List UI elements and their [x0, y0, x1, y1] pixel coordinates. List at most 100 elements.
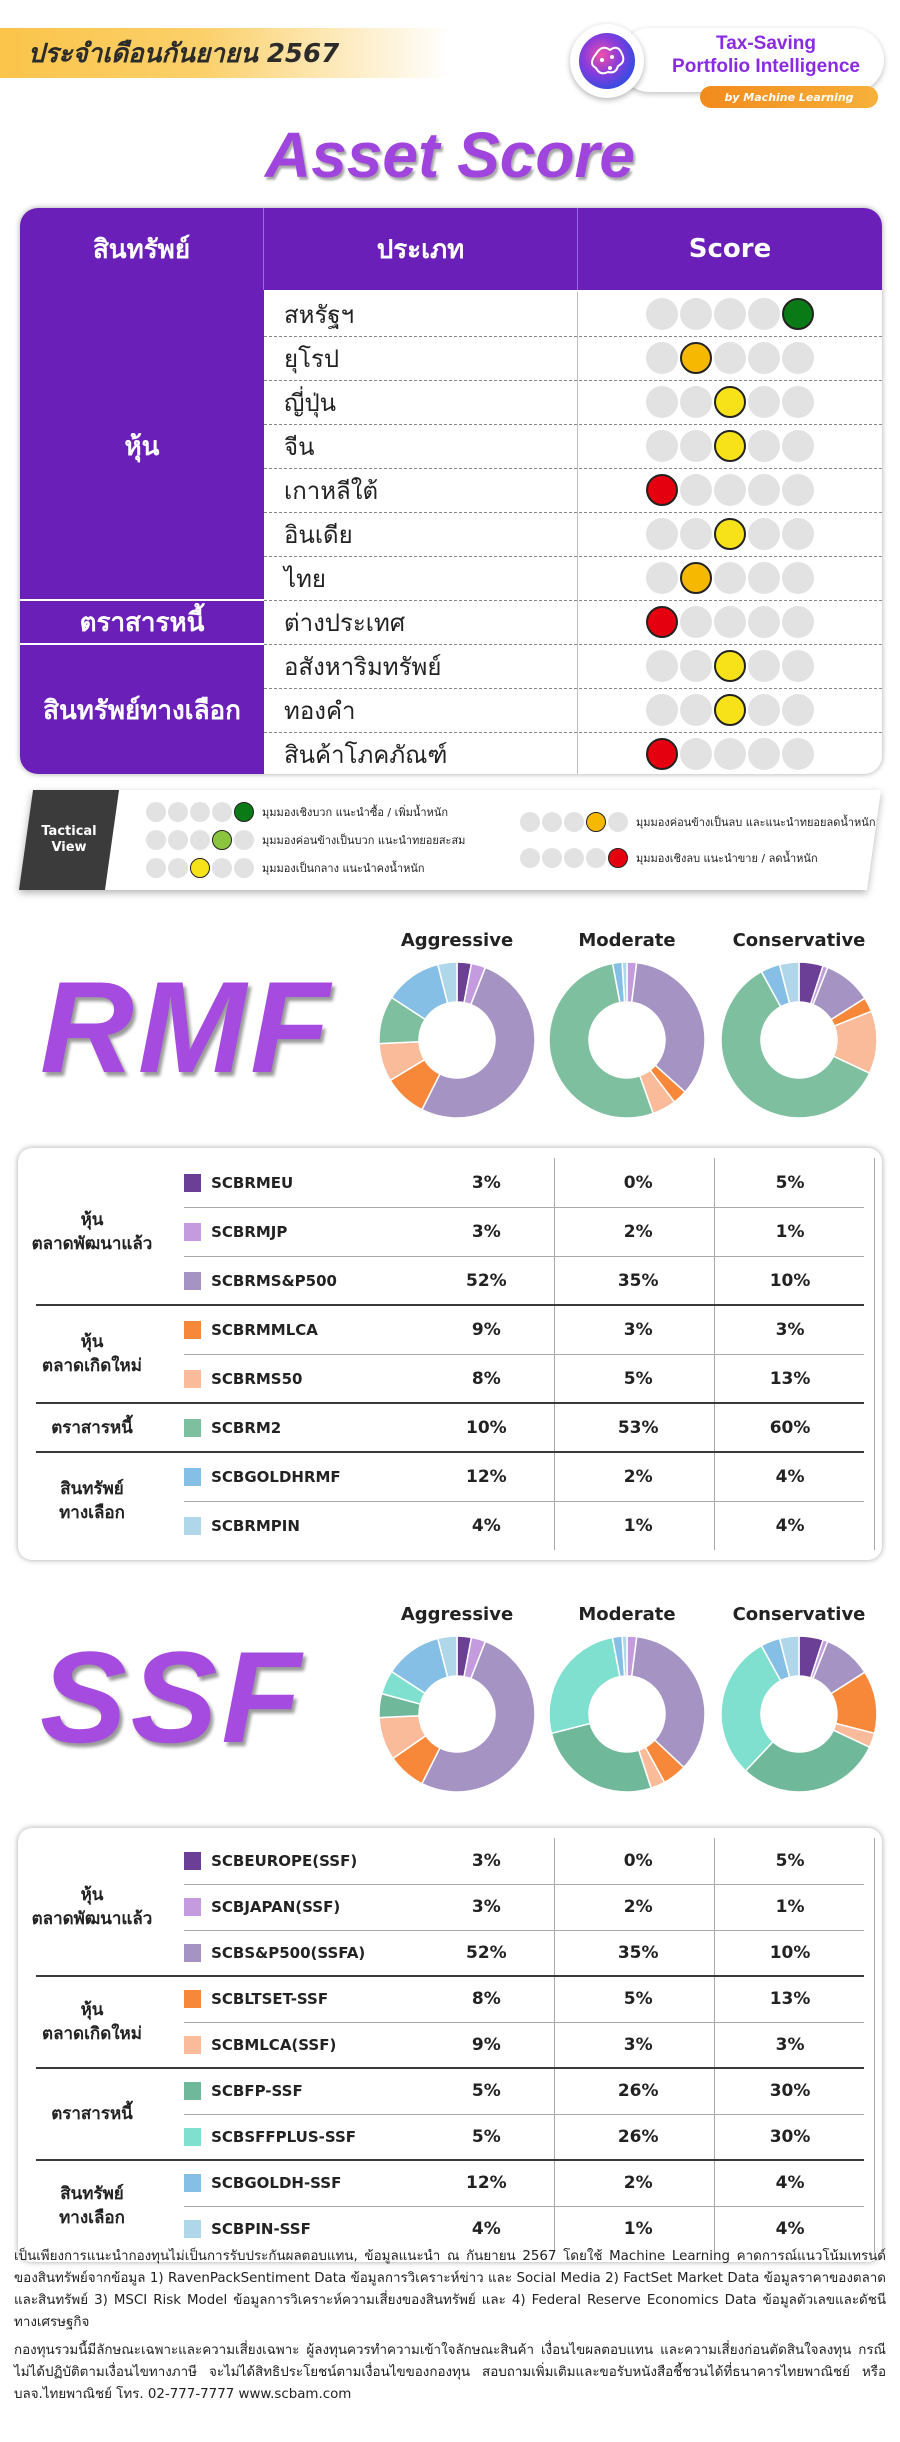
- group-separator: [36, 1304, 864, 1306]
- allocation-donut-chart: [548, 961, 706, 1119]
- score-dot: [680, 694, 712, 726]
- score-dot: [714, 738, 746, 770]
- row-divider: [264, 512, 882, 513]
- score-dot-active: [680, 342, 712, 374]
- fund-row: SCBFP-SSF 5% 26% 30%: [166, 2068, 866, 2114]
- asset-group-label: ตราสารหนี้: [79, 607, 205, 638]
- allocation-conservative: 30%: [769, 2081, 811, 2101]
- fund-group-label: หุ้น ตลาดพัฒนาแล้ว: [31, 1209, 153, 1254]
- score-dots: [578, 380, 882, 424]
- legend-text: มุมมองเชิงลบ แนะนำขาย / ลดน้ำหนัก: [636, 852, 818, 865]
- fund-row: SCBGOLDHRMF 12% 2% 4%: [166, 1452, 866, 1501]
- legend-item: มุมมองค่อนข้างเป็นบวก แนะนำทยอยสะสม: [146, 830, 465, 850]
- row-divider: [184, 2022, 864, 2023]
- allocation-conservative: 60%: [769, 1417, 811, 1438]
- risk-profile-label: Aggressive: [400, 930, 514, 951]
- score-dot: [714, 342, 746, 374]
- fund-row: SCBJAPAN(SSF) 3% 2% 1%: [166, 1884, 866, 1930]
- score-dot: [782, 474, 814, 506]
- fund-code: SCBMLCA(SSF): [211, 2036, 337, 2054]
- allocation-aggressive: 9%: [471, 2035, 501, 2055]
- row-divider: [184, 1207, 864, 1208]
- score-dots: [578, 688, 882, 732]
- score-dot-active: [714, 430, 746, 462]
- score-dot: [646, 562, 678, 594]
- legend-text: มุมมองเชิงบวก แนะนำซื้อ / เพิ่มน้ำหนัก: [262, 806, 449, 819]
- score-row: อสังหาริมทรัพย์: [264, 644, 882, 688]
- fund-color-swatch: [184, 1516, 202, 1535]
- fund-group-label: สินทรัพย์ ทางเลือก: [59, 2184, 125, 2228]
- fund-code: SCBSFFPLUS-SSF: [211, 2128, 357, 2146]
- fund-code: SCBRMEU: [211, 1173, 294, 1192]
- legend-dot: [542, 848, 562, 868]
- fund-code: SCBJAPAN(SSF): [211, 1898, 341, 1916]
- allocation-moderate: 5%: [623, 1368, 653, 1389]
- fund-row: SCBRMS50 8% 5% 13%: [166, 1354, 866, 1403]
- column-divider: [874, 1158, 875, 1550]
- legend-dot: [212, 858, 232, 878]
- fund-row: SCBRM2 10% 53% 60%: [166, 1403, 866, 1452]
- score-dots: [578, 600, 882, 644]
- score-dot: [714, 298, 746, 330]
- row-divider: [264, 644, 882, 645]
- fund-color-swatch: [184, 1467, 202, 1486]
- score-dots: [578, 292, 882, 336]
- brand-logo-block: Tax-Saving Portfolio Intelligence by Mac…: [568, 22, 886, 112]
- asset-score-title: Asset Score: [265, 119, 635, 191]
- fund-color-swatch: [184, 2128, 202, 2146]
- fund-code: SCBRMPIN: [211, 1516, 300, 1535]
- allocation-conservative: 4%: [775, 1515, 805, 1536]
- legend-dot: [146, 802, 166, 822]
- allocation-conservative: 5%: [775, 1851, 805, 1871]
- tactical-view-legend: Tactical View มุมมองเชิงบวก แนะนำซื้อ / …: [18, 790, 882, 890]
- donut-slice-scbs-p500-ssfa-: [420, 1640, 536, 1793]
- asset-type-label: ญี่ปุ่น: [264, 380, 578, 424]
- donut-slice-scbfp-ssf: [550, 1722, 653, 1793]
- allocation-aggressive: 5%: [471, 2081, 501, 2101]
- fund-color-swatch: [184, 2082, 202, 2100]
- score-row: ต่างประเทศ: [264, 600, 882, 644]
- legend-dot: [146, 858, 166, 878]
- group-separator: [36, 1975, 864, 1977]
- fund-color-swatch: [184, 1173, 202, 1192]
- allocation-conservative: 3%: [775, 1319, 805, 1340]
- score-dot: [748, 562, 780, 594]
- score-row: ทองคำ: [264, 688, 882, 732]
- allocation-moderate: 26%: [617, 2081, 659, 2101]
- allocation-moderate: 5%: [623, 1989, 653, 2009]
- score-dot-active: [646, 606, 678, 638]
- allocation-aggressive: 3%: [471, 1172, 501, 1193]
- asset-group-separator: [20, 599, 264, 601]
- row-divider: [264, 336, 882, 337]
- score-dot: [714, 606, 746, 638]
- asset-group-label: หุ้น: [124, 431, 160, 462]
- score-dots: [578, 336, 882, 380]
- legend-dot-active: [608, 848, 628, 868]
- fund-code: SCBFP-SSF: [211, 2082, 303, 2100]
- disclaimer: เป็นเพียงการแนะนำกองทุนไม่เป็นการรับประก…: [14, 2246, 886, 2406]
- donut-slice-scbrms-p500: [420, 966, 536, 1119]
- score-dots: [578, 556, 882, 600]
- allocation-conservative: 10%: [769, 1270, 811, 1291]
- row-divider: [264, 732, 882, 733]
- legend-dot: [564, 812, 584, 832]
- legend-items: มุมมองเชิงบวก แนะนำซื้อ / เพิ่มน้ำหนักมุ…: [26, 790, 875, 890]
- column-header-asset: สินทรัพย์: [20, 208, 264, 290]
- fund-color-swatch: [184, 1369, 202, 1388]
- legend-dot: [234, 830, 254, 850]
- fund-code: SCBS&P500(SSFA): [211, 1944, 366, 1962]
- score-row: ยุโรป: [264, 336, 882, 380]
- risk-profile-label: Moderate: [578, 930, 676, 951]
- score-dot-active: [714, 386, 746, 418]
- score-dot: [646, 518, 678, 550]
- fund-color-swatch: [184, 2220, 202, 2238]
- legend-dot: [168, 858, 188, 878]
- asset-type-label: อสังหาริมทรัพย์: [264, 644, 578, 688]
- fund-group-label: ตราสารหนี้: [51, 1417, 133, 1438]
- column-header-type: ประเภท: [264, 208, 578, 290]
- donut-slice-scbpin-ssf: [436, 1635, 458, 1679]
- allocation-moderate: 1%: [623, 2219, 653, 2239]
- asset-type-label: ทองคำ: [264, 688, 578, 732]
- legend-text: มุมมองค่อนข้างเป็นบวก แนะนำทยอยสะสม: [262, 834, 466, 847]
- disclaimer-paragraph-1: เป็นเพียงการแนะนำกองทุนไม่เป็นการรับประก…: [14, 2249, 886, 2330]
